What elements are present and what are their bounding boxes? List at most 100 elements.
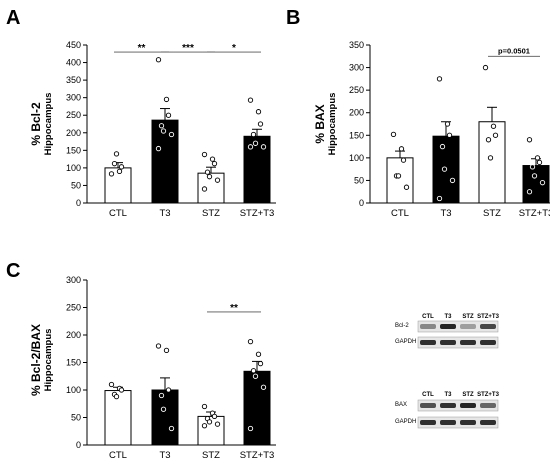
y-tick-label: 300 [349,63,364,73]
data-point [526,137,533,143]
data-point [482,64,489,71]
data-point [118,164,125,170]
y-tick-label: 200 [66,128,81,138]
blot-row-label: GAPDH [395,339,416,345]
blot-lane-label: STZ+T3 [477,314,500,320]
blot-lane-label: CTL [422,314,434,320]
data-point [395,173,402,179]
data-point [446,132,453,138]
data-point [160,128,167,134]
y-tick-label: 50 [71,413,81,423]
x-category-label: CTL [391,208,409,219]
data-point [257,121,264,127]
y-tick-label: 450 [66,40,81,50]
x-category-label: STZ+T3 [240,450,275,461]
y-tick-label: 0 [76,440,81,450]
data-point [118,387,125,393]
x-category-label: STZ [202,208,220,219]
x-category-label: CTL [109,450,127,461]
blot-row-label: GAPDH [395,419,416,425]
blot-row-label: BAX [395,402,407,408]
blot-lane-label: T3 [444,392,452,398]
data-point [255,351,262,357]
data-point [252,373,259,379]
panel-letter: C [6,260,20,282]
blot-band [440,403,456,408]
y-tick-label: 0 [76,198,81,208]
data-point [390,131,397,138]
data-point [113,151,120,157]
blot-membrane [417,336,499,349]
significance-label: ** [138,43,146,54]
panel-c: C % Bcl-2/BAXHippocampus 0 50 100 150 200 250 30… [6,260,276,461]
data-point [247,97,254,103]
data-point [536,159,543,166]
significance-label: * [232,43,236,54]
bar-stz-plus-t3 [243,135,271,204]
blot-band [480,420,496,425]
y-axis-label-main: % Bcl-2/BAX [29,324,43,396]
data-point [487,155,494,161]
blot-band [460,340,476,345]
western-blot-1: CTL T3 STZ STZ+T3 Bcl-2 GAPDH [395,314,500,349]
data-point [214,177,221,183]
blot-lane-label: T3 [444,314,452,320]
data-point [436,195,443,202]
y-axis-label: % Bcl-2Hippocampus [29,93,54,156]
data-point [534,155,541,161]
data-point [111,161,118,167]
y-tick-label: 50 [354,175,364,185]
data-point [108,381,115,388]
data-point [201,403,208,410]
y-tick-label: 200 [66,330,81,340]
blot-membrane [417,320,499,333]
blot-lane-label: STZ [462,314,474,320]
data-point [449,177,456,184]
x-category-label: STZ+T3 [519,208,550,219]
bar-stz [478,121,506,204]
data-point [214,421,221,427]
data-point [531,173,538,179]
blot-band [420,420,436,425]
x-category-label: T3 [440,208,451,219]
blot-membrane [417,399,499,412]
data-point [204,169,211,175]
data-point [165,387,172,393]
blot-band [420,324,436,329]
blot-band [440,324,456,329]
bar-t3 [151,389,179,446]
x-category-label: T3 [159,208,170,219]
data-point [526,189,533,195]
blot-band [460,403,476,408]
y-tick-label: 100 [66,385,81,395]
y-axis-label-main: % Bcl-2 [29,102,43,146]
data-point [529,164,536,170]
data-point [211,413,218,420]
blot-lane-label: STZ [462,392,474,398]
data-point [247,425,254,432]
data-point [250,368,257,374]
y-tick-label: 250 [66,110,81,120]
data-point [247,144,254,150]
data-point [255,109,262,115]
significance-label: ** [230,303,238,314]
data-point [490,123,497,129]
data-point [155,343,162,349]
y-tick-label: 300 [66,275,81,285]
y-axis-label-sub: Hippocampus [43,93,54,156]
data-point [247,338,254,345]
significance-label: *** [182,43,194,54]
y-axis-label: % BAXHippocampus [313,93,338,156]
y-tick-label: 250 [349,85,364,95]
data-point [441,166,448,172]
y-axis-label-main: % BAX [313,104,327,143]
data-point [209,156,216,162]
x-category-label: CTL [109,208,127,219]
blot-lane-label: CTL [422,392,434,398]
y-tick-label: 200 [349,108,364,118]
data-point [252,140,259,146]
x-category-label: STZ [483,208,501,219]
data-point [108,171,115,177]
data-point [160,406,167,412]
